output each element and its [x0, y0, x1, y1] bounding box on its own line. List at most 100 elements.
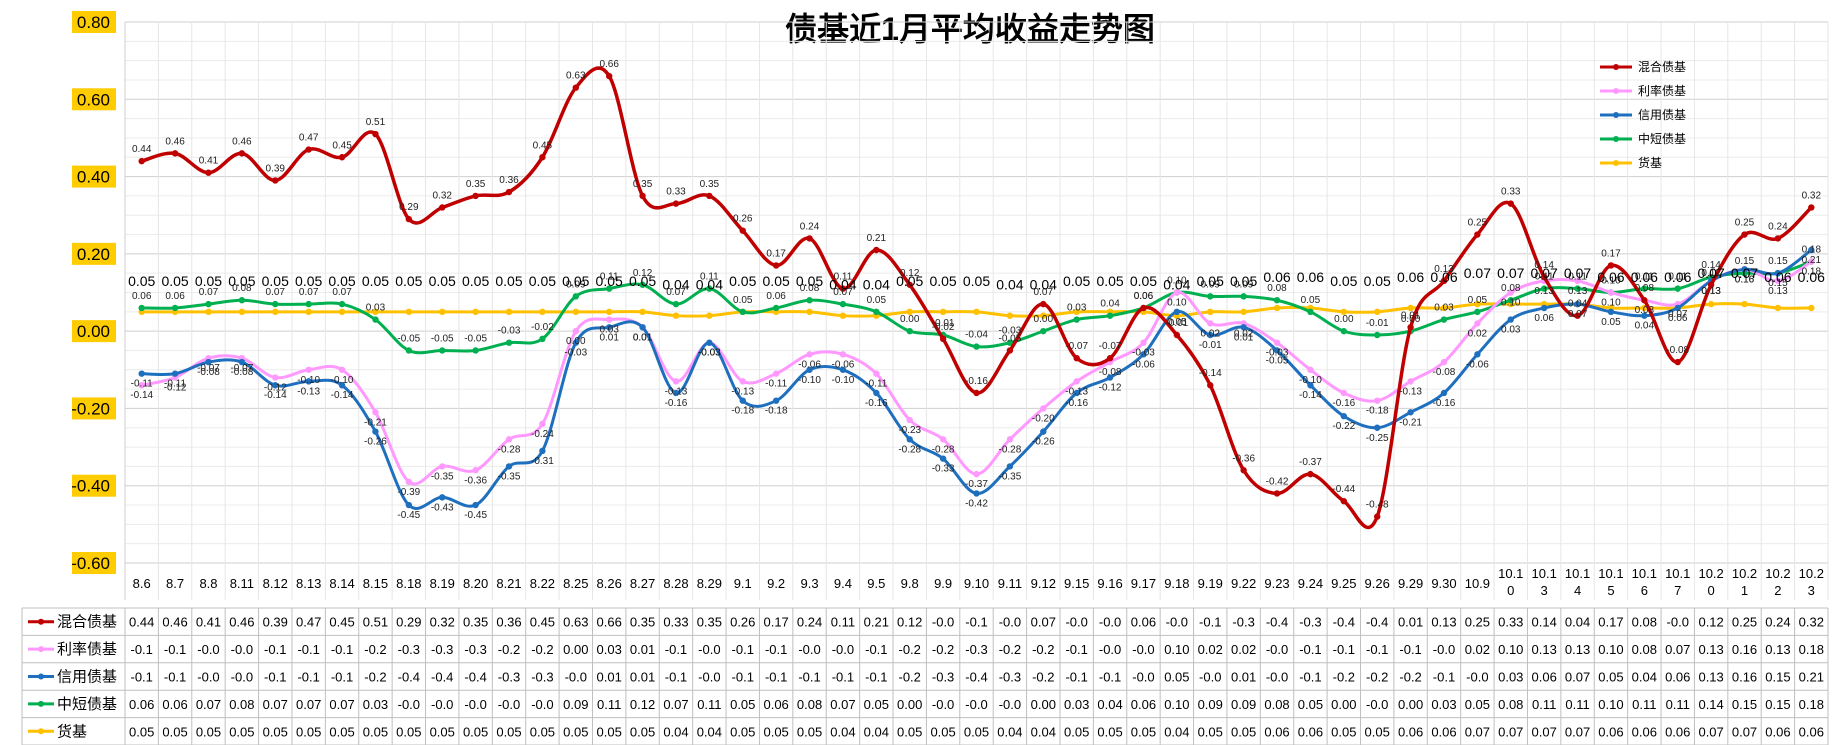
table-cell: -0.0 [1667, 615, 1689, 630]
data-label: 0.46 [232, 136, 252, 147]
data-point [338, 366, 346, 373]
data-point [739, 308, 746, 316]
data-label: 0.25 [1735, 218, 1755, 229]
table-cell: 0.36 [496, 615, 521, 630]
data-label: 0.07 [332, 287, 352, 298]
data-label: 0.18 [1802, 267, 1822, 278]
table-cell: 0.07 [830, 697, 855, 712]
data-label: -0.18 [765, 406, 788, 417]
table-cell: -0.0 [197, 642, 219, 657]
data-table: 混合债基 0.44 0.46 0.41 0.46 0.39 0.47 0.45 0.51 0.29… [21, 607, 1829, 745]
data-label: 0.07 [1731, 265, 1758, 281]
x-tick-label: 10.1 4 [1565, 566, 1590, 598]
x-tick-label: 9.4 [834, 576, 852, 591]
data-label: -0.01 [1165, 318, 1188, 329]
data-label: -0.16 [1065, 398, 1088, 409]
data-label: -0.14 [331, 390, 354, 401]
data-label: 0.02 [1201, 328, 1221, 339]
data-label: 0.03 [1501, 325, 1521, 336]
data-point [839, 312, 847, 319]
table-cell: 0.09 [1198, 697, 1223, 712]
data-label: -0.25 [1366, 433, 1389, 444]
data-point [1307, 366, 1314, 373]
data-point [405, 308, 413, 316]
data-label: 0.07 [299, 287, 319, 298]
data-point [1340, 389, 1348, 397]
data-label: 0.05 [796, 273, 823, 289]
data-point [605, 72, 613, 80]
table-cell: -0.0 [1266, 670, 1288, 685]
data-point [1774, 277, 1782, 285]
table-cell: -0.1 [865, 642, 887, 657]
table-cell: -0.4 [1366, 615, 1388, 630]
data-label: 0.00 [1334, 314, 1354, 325]
data-label: 0.04 [696, 277, 723, 293]
x-tick-label: 9.23 [1264, 576, 1289, 591]
data-label: 0.10 [1167, 298, 1187, 309]
data-point [1340, 412, 1348, 420]
data-label: 0.05 [429, 273, 456, 289]
table-cell: -0.3 [464, 642, 486, 657]
data-label: 0.05 [1130, 273, 1157, 289]
data-point [939, 308, 947, 316]
table-cell: 0.07 [1565, 670, 1590, 685]
table-cell: 0.08 [229, 697, 254, 712]
data-point [305, 300, 312, 308]
table-cell: 0.06 [1665, 724, 1690, 739]
data-point [1774, 235, 1782, 242]
data-label: -0.44 [1332, 484, 1355, 495]
data-point [572, 293, 579, 300]
data-label: 0.10 [1601, 298, 1621, 309]
data-label: -0.06 [1466, 359, 1489, 370]
data-label: 0.39 [266, 163, 286, 174]
data-point [1607, 289, 1615, 296]
data-label: 0.03 [1067, 303, 1087, 314]
data-label: -0.28 [498, 444, 521, 455]
table-cell: -0.0 [197, 670, 219, 685]
x-tick-label: 8.21 [496, 576, 521, 591]
table-cell: -0.1 [1433, 670, 1455, 685]
legend-entry: 混合债基 [1638, 59, 1686, 74]
data-label: 0.47 [299, 133, 319, 144]
data-label: 0.13 [1434, 264, 1454, 275]
x-tick-label: 8.27 [630, 576, 655, 591]
table-cell: -0.2 [899, 642, 921, 657]
data-label: 0.14 [1534, 260, 1554, 271]
table-cell: 0.16 [1732, 670, 1757, 685]
table-cell: 0.33 [663, 615, 688, 630]
data-point [1607, 308, 1615, 316]
table-cell: 0.04 [1565, 615, 1590, 630]
data-label: 0.06 [1798, 269, 1825, 285]
data-point [973, 389, 980, 397]
data-point [1006, 347, 1014, 354]
data-point [238, 150, 246, 157]
table-cell: 0.35 [630, 615, 655, 630]
data-label: 0.04 [1100, 299, 1120, 310]
table-cell: 0.05 [296, 724, 321, 739]
data-label: 0.32 [432, 190, 452, 201]
table-cell: 0.21 [1799, 670, 1824, 685]
table-cell: 0.32 [1799, 615, 1824, 630]
table-cell: -0.1 [665, 670, 687, 685]
y-tick-bg [72, 88, 116, 111]
data-label: -0.07 [197, 363, 220, 374]
data-label: 0.09 [566, 279, 586, 290]
data-point [739, 397, 746, 404]
data-label: 0.05 [1063, 273, 1090, 289]
data-point [1207, 308, 1214, 316]
data-point [272, 382, 279, 389]
table-cell: 0.06 [162, 697, 187, 712]
data-point [1240, 308, 1247, 316]
data-label: -0.48 [1366, 500, 1389, 511]
data-label: -0.12 [1099, 383, 1122, 394]
y-tick-bg [72, 242, 116, 265]
data-label: 0.06 [1430, 269, 1457, 285]
data-label: 0.06 [766, 291, 786, 302]
data-label: -0.16 [1433, 398, 1456, 409]
data-label: 0.05 [929, 273, 956, 289]
y-tick-bg [72, 320, 116, 343]
data-point [639, 192, 646, 200]
data-point [1006, 463, 1014, 470]
table-cell: 0.15 [1765, 670, 1790, 685]
x-tick-label: 9.24 [1298, 576, 1323, 591]
